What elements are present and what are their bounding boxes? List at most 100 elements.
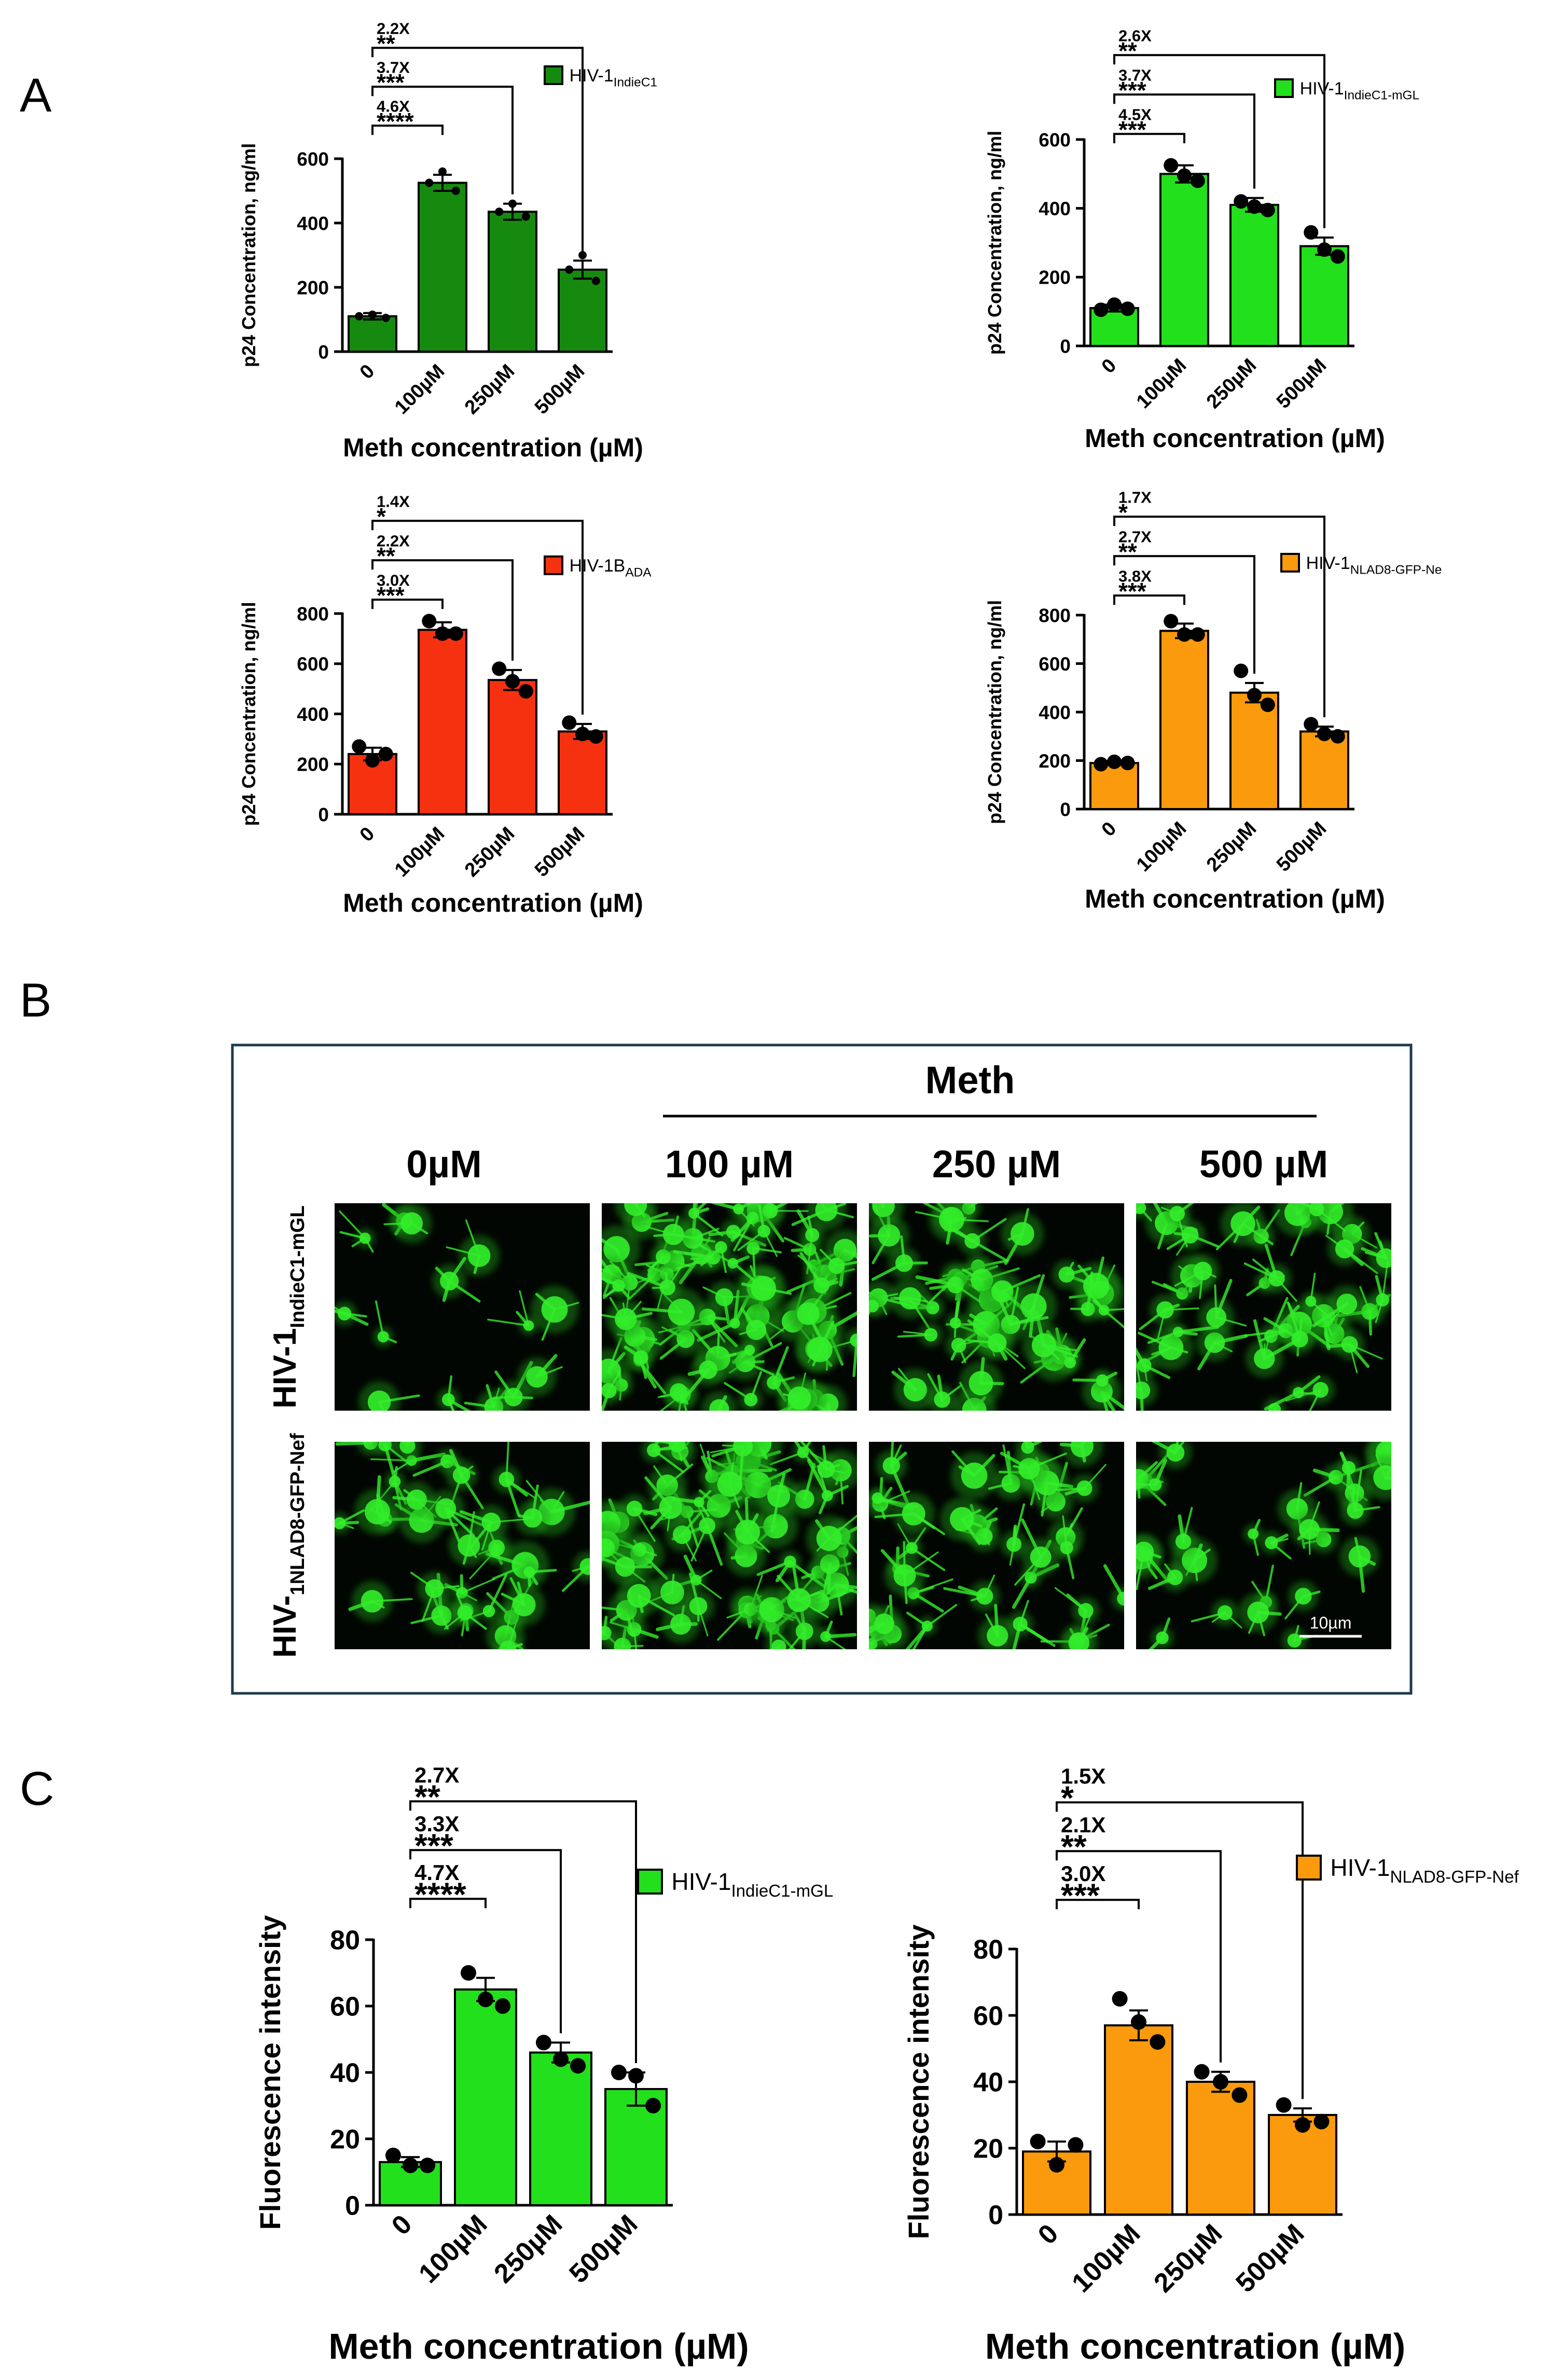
category-label: 500µM bbox=[531, 823, 589, 881]
legend-swatch bbox=[1280, 553, 1300, 573]
data-point bbox=[1234, 663, 1249, 678]
significance-stars: * bbox=[377, 503, 386, 530]
y-axis-label: p24 Concentration, ng/ml bbox=[238, 602, 259, 826]
data-point bbox=[1194, 2064, 1210, 2080]
fold-change-label: 3.7X bbox=[1118, 66, 1152, 84]
bar bbox=[454, 1988, 517, 2206]
micrograph bbox=[335, 1203, 590, 1411]
fold-change-label: 4.5X bbox=[1118, 105, 1152, 123]
fold-change-label: 4.7X bbox=[414, 1860, 459, 1885]
bar bbox=[558, 730, 607, 816]
significance-bracket: 3.8X*** bbox=[1113, 567, 1185, 605]
concentration-column-label: 500 µM bbox=[1199, 1143, 1328, 1186]
significance-bracket: 2.1X** bbox=[1056, 1813, 1222, 2063]
data-point bbox=[1107, 754, 1122, 769]
data-point bbox=[422, 614, 437, 629]
significance-stars: *** bbox=[377, 69, 405, 96]
micrograph bbox=[602, 1203, 857, 1411]
data-point bbox=[495, 207, 504, 216]
y-tick-label: 600 bbox=[1039, 653, 1071, 675]
significance-bracket: 4.5X*** bbox=[1113, 105, 1185, 144]
bar bbox=[1159, 630, 1209, 810]
data-point bbox=[1190, 627, 1205, 642]
x-axis-label: Meth concentration (µM) bbox=[328, 2326, 749, 2367]
fold-change-label: 4.6X bbox=[377, 97, 410, 115]
bar bbox=[1299, 730, 1349, 811]
data-point bbox=[1295, 2117, 1310, 2133]
data-point bbox=[378, 746, 393, 761]
y-tick-label: 0 bbox=[345, 2191, 360, 2221]
y-tick-label: 400 bbox=[297, 213, 329, 234]
category-label: 250µM bbox=[488, 2209, 568, 2289]
charts-layer: 0 200 400 600 p24 Concentration, ng/ml 0 100µM… bbox=[238, 19, 1519, 2367]
significance-stars: **** bbox=[377, 108, 414, 135]
y-tick-label: 200 bbox=[1039, 267, 1071, 288]
x-axis-label: Meth concentration (µM) bbox=[343, 433, 643, 462]
cell-cluster bbox=[335, 1442, 590, 1649]
data-point bbox=[591, 276, 600, 285]
legend-label: HIV-1IndieC1-mGL bbox=[671, 1868, 833, 1901]
legend-label: HIV-1BADA bbox=[570, 556, 652, 580]
fold-change-label: 1.7X bbox=[1118, 488, 1152, 506]
data-point bbox=[1330, 729, 1345, 744]
microscopy-frame bbox=[231, 1043, 1413, 1695]
data-point bbox=[1213, 2074, 1228, 2090]
panel-label-c: C bbox=[20, 1762, 54, 1815]
cell-cluster bbox=[1136, 1442, 1391, 1649]
significance-stars: ** bbox=[1118, 538, 1137, 565]
significance-stars: * bbox=[1061, 1779, 1074, 1816]
bar bbox=[418, 182, 467, 353]
concentration-column-label: 0µM bbox=[406, 1143, 481, 1186]
y-tick-label: 80 bbox=[330, 1926, 360, 1956]
data-point bbox=[1247, 688, 1262, 703]
micrograph bbox=[1136, 1442, 1391, 1649]
data-point bbox=[1317, 242, 1332, 257]
legend-label: HIV-1NLAD8-GFP-Ne bbox=[1306, 553, 1442, 577]
bar bbox=[488, 679, 537, 815]
category-label: 250µM bbox=[1202, 818, 1261, 876]
bar bbox=[1229, 691, 1279, 810]
y-tick-label: 400 bbox=[297, 704, 329, 725]
data-point bbox=[1164, 614, 1179, 629]
chart-3: 0 200 400 600 800 p24 Concentration, ng/ml 0 10… bbox=[238, 492, 652, 917]
data-point bbox=[562, 715, 577, 730]
legend: HIV-1NLAD8-GFP-Ne bbox=[1280, 553, 1442, 577]
category-label: 0 bbox=[356, 360, 379, 384]
cell-cluster bbox=[1136, 1203, 1391, 1411]
significance-bracket: 1.4X* bbox=[371, 492, 584, 715]
category-label: 0 bbox=[1098, 355, 1121, 378]
significance-bracket: 2.2X** bbox=[371, 19, 584, 252]
data-point bbox=[1030, 2134, 1046, 2150]
data-point bbox=[1232, 2087, 1248, 2103]
data-point bbox=[478, 1992, 493, 2008]
bar bbox=[418, 629, 467, 815]
micrograph bbox=[1136, 1203, 1391, 1411]
data-point bbox=[420, 2158, 436, 2174]
micrograph bbox=[869, 1203, 1124, 1411]
legend: HIV-1IndieC1-mGL bbox=[1274, 78, 1419, 102]
meth-group-label: Meth bbox=[925, 1059, 1015, 1102]
bar bbox=[348, 315, 397, 353]
micrograph bbox=[335, 1442, 590, 1649]
category-label: 250µM bbox=[1148, 2218, 1228, 2298]
category-label: 100µM bbox=[1132, 818, 1191, 876]
significance-stars: * bbox=[1118, 499, 1128, 526]
fold-change-label: 1.4X bbox=[377, 492, 410, 510]
category-label: 500µM bbox=[1272, 818, 1331, 876]
fold-change-label: 2.2X bbox=[377, 532, 410, 550]
data-point bbox=[1304, 225, 1319, 240]
fold-change-label: 3.7X bbox=[377, 58, 410, 76]
data-point bbox=[521, 212, 530, 221]
significance-stars: **** bbox=[414, 1875, 466, 1913]
cell-cluster bbox=[869, 1442, 1124, 1649]
microscopy-row-labels: HIV-1IndieC1-mGL HIV-1NLAD8-GFP-Nef bbox=[267, 1205, 309, 1658]
data-point bbox=[645, 2098, 661, 2113]
data-point bbox=[1260, 697, 1275, 712]
data-point bbox=[425, 178, 434, 187]
y-tick-label: 600 bbox=[1039, 129, 1071, 150]
significance-bracket: 2.7X** bbox=[409, 1763, 637, 2063]
significance-stars: *** bbox=[1118, 77, 1146, 104]
y-tick-label: 200 bbox=[1039, 750, 1071, 772]
legend: HIV-1BADA bbox=[544, 555, 652, 580]
